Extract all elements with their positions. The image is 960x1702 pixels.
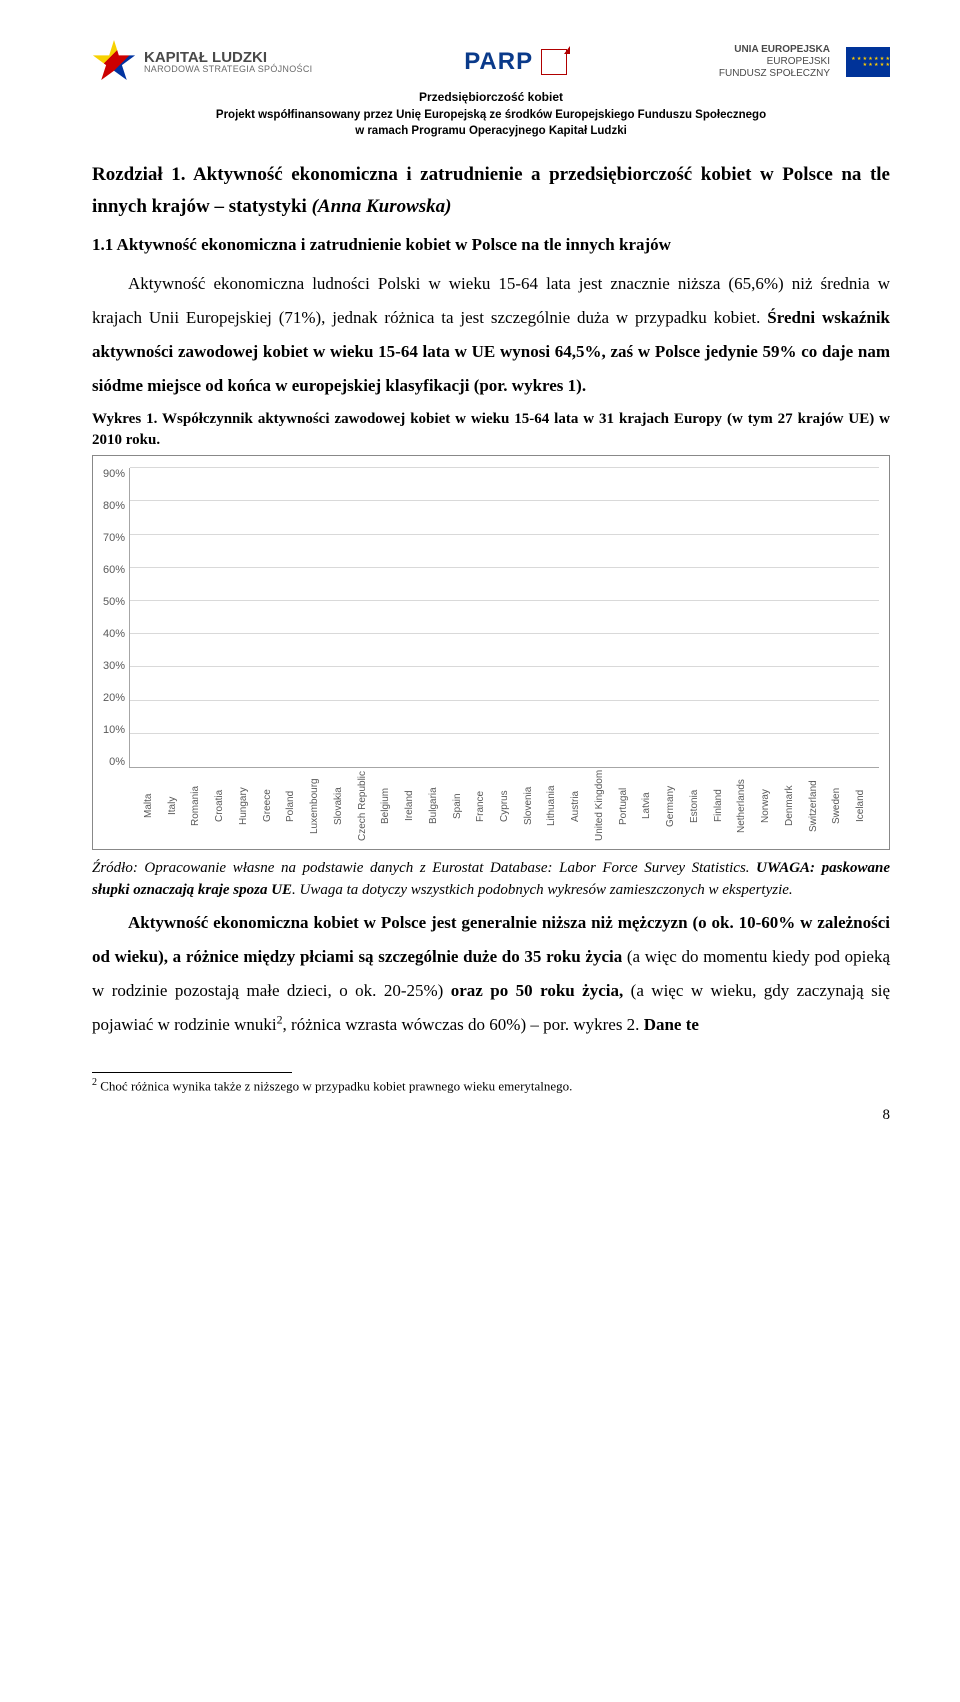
eu-line2: EUROPEJSKI bbox=[719, 56, 830, 68]
chart-x-label: Switzerland bbox=[808, 771, 832, 841]
chart-title: Wykres 1. Współczynnik aktywności zawodo… bbox=[92, 409, 890, 451]
chart-x-label: Belgium bbox=[380, 771, 404, 841]
chart-x-label: Italy bbox=[167, 771, 191, 841]
paragraph-2: Aktywność ekonomiczna kobiet w Polsce je… bbox=[92, 906, 890, 1042]
chart-x-label: United Kingdom bbox=[594, 771, 618, 841]
chart-x-label: Czech Republic bbox=[357, 771, 381, 841]
chart-x-label: Cyprus bbox=[499, 771, 523, 841]
parp-box-icon bbox=[541, 49, 567, 75]
chart-x-label: Estonia bbox=[689, 771, 713, 841]
eu-line1: UNIA EUROPEJSKA bbox=[719, 44, 830, 56]
logo-kapital-ludzki: KAPITAŁ LUDZKI NARODOWA STRATEGIA SPÓJNO… bbox=[92, 40, 312, 84]
chart-x-label: Ireland bbox=[404, 771, 428, 841]
section-heading: 1.1 Aktywność ekonomiczna i zatrudnienie… bbox=[92, 232, 890, 258]
chart-x-label: France bbox=[475, 771, 499, 841]
chart-x-label: Denmark bbox=[784, 771, 808, 841]
chart-x-label: Austria bbox=[570, 771, 594, 841]
paragraph-1: Aktywność ekonomiczna ludności Polski w … bbox=[92, 267, 890, 403]
chart-x-label: Slovakia bbox=[333, 771, 357, 841]
chart-x-axis: MaltaItalyRomaniaCroatiaHungaryGreecePol… bbox=[143, 771, 879, 841]
chart-x-label: Luxembourg bbox=[309, 771, 333, 841]
chart-x-label: Croatia bbox=[214, 771, 238, 841]
chart-x-label: Germany bbox=[665, 771, 689, 841]
header-logos: KAPITAŁ LUDZKI NARODOWA STRATEGIA SPÓJNO… bbox=[92, 40, 890, 84]
chart-x-label: Finland bbox=[713, 771, 737, 841]
header-cofinance-note: Projekt współfinansowany przez Unię Euro… bbox=[92, 108, 890, 139]
chart-x-label: Hungary bbox=[238, 771, 262, 841]
chart-x-label: Spain bbox=[452, 771, 476, 841]
parp-text: PARP bbox=[464, 48, 533, 76]
eu-flag-icon bbox=[846, 47, 890, 77]
chart-x-label: Latvia bbox=[641, 771, 665, 841]
footnote-separator bbox=[92, 1072, 292, 1073]
chart-bars bbox=[130, 468, 879, 767]
chart-x-label: Poland bbox=[285, 771, 309, 841]
chart-x-label: Netherlands bbox=[736, 771, 760, 841]
logo-parp: PARP bbox=[464, 48, 567, 76]
chart-x-label: Bulgaria bbox=[428, 771, 452, 841]
chart-x-label: Portugal bbox=[618, 771, 642, 841]
chart-source-note: Źródło: Opracowanie własne na podstawie … bbox=[92, 858, 890, 902]
star-icon bbox=[92, 40, 136, 84]
chart-figure: 90%80%70%60%50%40%30%20%10%0% MaltaItaly… bbox=[92, 455, 890, 850]
chart-x-label: Slovenia bbox=[523, 771, 547, 841]
header-project-title: Przedsiębiorczość kobiet bbox=[92, 90, 890, 104]
chart-x-label: Malta bbox=[143, 771, 167, 841]
logo-eu: UNIA EUROPEJSKA EUROPEJSKI FUNDUSZ SPOŁE… bbox=[719, 44, 890, 80]
chart-x-label: Iceland bbox=[855, 771, 879, 841]
chart-x-label: Norway bbox=[760, 771, 784, 841]
chart-y-axis: 90%80%70%60%50%40%30%20%10%0% bbox=[103, 468, 129, 768]
eu-line3: FUNDUSZ SPOŁECZNY bbox=[719, 68, 830, 80]
footnote-2: 2 Choć różnica wynika także z niższego w… bbox=[92, 1076, 890, 1095]
chart-x-label: Greece bbox=[262, 771, 286, 841]
logo-left-title: KAPITAŁ LUDZKI bbox=[144, 50, 312, 65]
chapter-heading: Rozdział 1. Aktywność ekonomiczna i zatr… bbox=[92, 159, 890, 224]
logo-left-subtitle: NARODOWA STRATEGIA SPÓJNOŚCI bbox=[144, 65, 312, 74]
page-number: 8 bbox=[92, 1107, 890, 1124]
chart-x-label: Lithuania bbox=[546, 771, 570, 841]
chart-x-label: Romania bbox=[190, 771, 214, 841]
chart-x-label: Sweden bbox=[831, 771, 855, 841]
chart-plot-area bbox=[129, 468, 879, 768]
